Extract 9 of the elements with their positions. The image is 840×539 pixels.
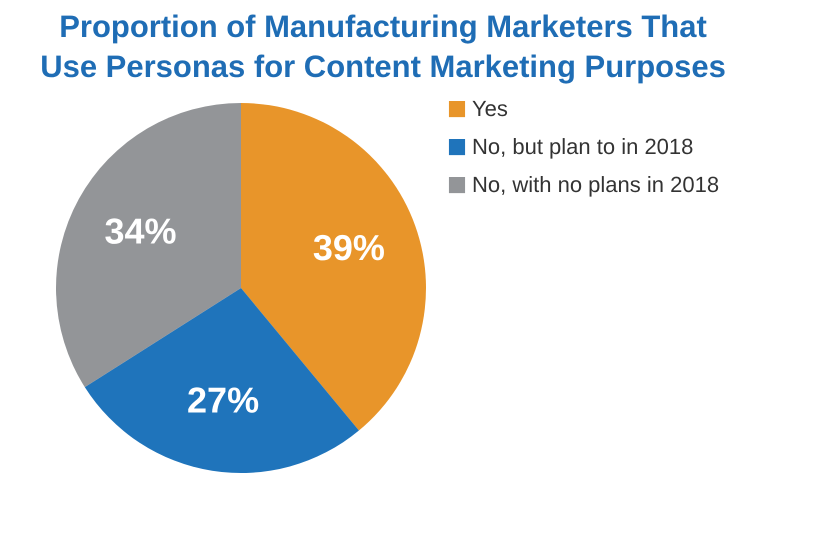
- data-label: 39%: [312, 227, 385, 268]
- legend-label: Yes: [472, 96, 508, 121]
- pie-slice: [84, 288, 359, 473]
- pie-slice: [56, 103, 241, 388]
- legend-label: No, but plan to in 2018: [472, 134, 694, 159]
- legend-label: No, with no plans in 2018: [472, 172, 720, 197]
- data-label: 27%: [187, 379, 260, 420]
- data-label: 34%: [104, 210, 177, 252]
- chart-title: Proportion of Manufacturing Marketers That Use Personas for Content Marketing Purposes: [40, 9, 726, 84]
